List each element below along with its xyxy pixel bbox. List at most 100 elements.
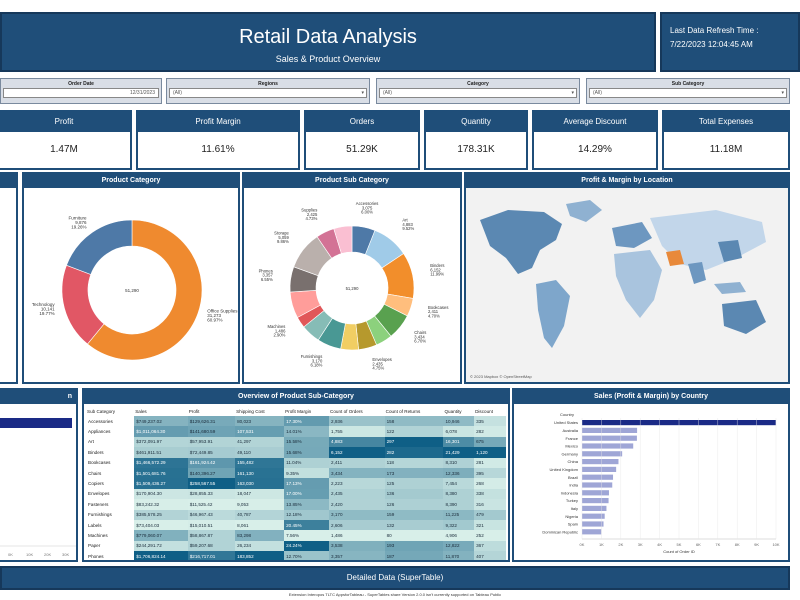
table-cell: 9,322 [443,519,475,531]
country-label: Brazil [568,475,578,480]
table-cell: $140,396.27 [187,467,236,479]
slice-furniture[interactable] [66,219,133,275]
column-header[interactable]: Shipping Cost [236,408,265,414]
table-cell: 1,486 [329,530,385,541]
table-cell: 17.13% [284,478,330,489]
filter-sub-category[interactable]: Sub Category (All) ▾ [586,78,790,104]
table-cell: 8,061 [235,519,285,531]
table-row[interactable]: Machines $779,060.07 $58,867.87 83,298 7.56%… [86,530,506,541]
column-header[interactable]: Count of Orders [330,408,363,414]
table-cell: 9,053 [235,499,285,510]
slice-label-phones: Phones 3,357 6.55% [259,268,274,281]
table-cell: 2,223 [329,478,385,489]
table-cell: $58,867.87 [187,530,236,541]
table-row[interactable]: Paper $244,291.72 $59,207.68 26,234 24.24% 3,… [86,540,506,552]
country-label: Spain [568,522,578,527]
table-cell: $749,237.02 [134,416,188,427]
table-cell: $57,953.91 [187,436,236,448]
table-cell: 4,883 [329,436,385,448]
table-cell: $385,578.25 [134,509,188,520]
table-cell: 281 [474,457,506,468]
table-cell: 3,357 [329,551,385,560]
column-header[interactable]: Count of Returns [385,408,421,414]
slice-tables[interactable] [333,225,353,254]
bar-germany[interactable] [582,451,623,457]
bar-mexico[interactable] [582,443,634,449]
bar-turkey[interactable] [582,498,609,504]
table-cell: 395 [474,467,506,479]
table-cell: 5,059 [329,561,385,562]
category-dropdown[interactable]: (All) ▾ [379,88,577,98]
table-cell: 4,906 [443,530,475,541]
table-row[interactable]: Art $372,091.97 $57,953.91 41,297 15.58% 4,88… [86,436,506,448]
filter-order-date[interactable]: Order Date 12/31/2023 [0,78,162,104]
row-label: Envelopes [88,491,110,497]
table-cell: $46,967.43 [187,509,236,520]
row-label: Storage [86,561,134,562]
country-label: United Kingdom [550,467,579,472]
bar-china[interactable] [582,459,619,465]
table-row[interactable]: Fasteners $83,242.32 $11,525.42 9,053 13.85%… [86,499,506,510]
kpi-profit-margin: Profit Margin 11.61% [136,110,300,170]
column-header[interactable]: Sales [135,408,147,414]
bar-united-kingdom[interactable] [582,466,617,472]
column-header[interactable]: Quantity [444,408,462,414]
column-header[interactable]: Sub Category [87,408,116,414]
bar-brazil[interactable] [582,474,614,480]
table-row[interactable]: Accessories $749,237.02 $129,626.31 80,023 1… [86,416,506,427]
country-bar-chart: Country United States Australia France Mexic… [542,412,779,554]
table-row[interactable]: Copiers $1,509,436.27 $258,567.55 163,030 17… [86,478,506,489]
table-cell: 8,390 [443,499,475,510]
filter-regions[interactable]: Regions (All) ▾ [166,78,370,104]
bar-india[interactable] [582,482,613,488]
table-row[interactable]: Binders $461,911.51 $72,449.85 49,110 15.68%… [86,447,506,458]
table-cell: 335 [474,416,506,427]
column-header[interactable]: Profit Margin [285,408,312,414]
order-date-input[interactable]: 12/31/2023 [3,88,159,98]
table-cell: 7,454 [443,478,475,489]
kpi-label: Quantity [426,112,526,132]
table-row[interactable]: Phones $1,706,824.14 $216,717.01 183,852 12.… [86,551,506,560]
bar-france[interactable] [582,435,637,441]
world-map[interactable]: © 2023 Mapbox © OpenStreetMap [466,188,788,382]
table-cell: 20.45% [284,519,330,531]
table-cell: 122 [384,426,444,437]
table-cell: 41,297 [235,436,285,448]
kpi-label: Orders [306,112,418,132]
table-cell: 6,152 [329,447,385,458]
country-label: United States [554,420,578,425]
filter-category[interactable]: Category (All) ▾ [376,78,580,104]
chevron-down-icon: ▾ [571,90,574,96]
table-cell: $141,680.59 [187,426,236,437]
table-cell: 132 [384,519,444,531]
table-cell: 282 [474,426,506,437]
bar-indonesia[interactable] [582,490,609,496]
table-row[interactable]: Furnishings $385,578.25 $46,967.43 40,787 12… [86,509,506,520]
tick-label: 4K [657,542,662,547]
table-row[interactable]: Storage$1,127,085.86$108,461.49121,5429.… [86,561,506,562]
tick-label: 0K [8,552,13,557]
panel-title: Profit & Margin by Location [466,174,788,188]
table-cell: 83,298 [235,530,285,541]
bar-spain[interactable] [582,521,604,527]
bar-nigeria[interactable] [582,513,605,519]
overview-subcategory-panel: Overview of Product Sub-Category Sub Cat… [82,388,510,562]
table-row[interactable]: Appliances $1,011,064.30 $141,680.59 107,53… [86,426,506,437]
table-row[interactable]: Bookcases $1,466,572.29 $161,924.42 155,482… [86,457,506,468]
bar-australia[interactable] [582,427,638,433]
slice-label-accessories: Accessories 3,075 6.00% [356,201,379,214]
table-cell: 268 [474,478,506,489]
table-cell: 294 [385,561,444,562]
slice-office-supplies[interactable] [87,219,203,361]
column-header[interactable]: Profit [188,408,200,414]
bar-dominican-republic[interactable] [582,529,602,535]
table-row[interactable]: Labels $73,404.03 $15,010.51 8,061 20.45% 2,6… [86,519,506,531]
column-header[interactable]: Discount [475,408,493,414]
sub-category-dropdown[interactable]: (All) ▾ [589,88,787,98]
europe-shape [612,222,652,248]
table-row[interactable]: Chairs $1,501,681.76 $140,396.27 161,130 9.3… [86,467,506,479]
bar-italy[interactable] [582,505,607,511]
tick-label: 0K [580,542,585,547]
regions-dropdown[interactable]: (All) ▾ [169,88,367,98]
table-row[interactable]: Envelopes $170,904.30 $28,855.33 18,047 17.0… [86,488,506,500]
